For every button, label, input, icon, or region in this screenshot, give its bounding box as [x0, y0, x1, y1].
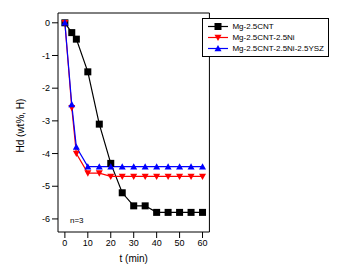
- svg-text:10: 10: [83, 238, 93, 248]
- svg-text:60: 60: [198, 238, 208, 248]
- svg-text:Hd (wt%, H): Hd (wt%, H): [15, 99, 26, 153]
- html-text:Mg-2.5CNT-2.5Ni-2.5YSZ: Mg-2.5CNT-2.5Ni-2.5YSZ: [232, 44, 324, 53]
- html-text:Mg-2.5CNT: Mg-2.5CNT: [232, 22, 274, 31]
- svg-text:50: 50: [175, 238, 185, 248]
- svg-text:-4: -4: [42, 149, 50, 159]
- html-text:Mg-2.5CNT-2.5Ni: Mg-2.5CNT-2.5Ni: [232, 33, 295, 42]
- svg-text:t (min): t (min): [120, 253, 148, 264]
- svg-text:-1: -1: [42, 51, 50, 61]
- svg-text:-6: -6: [42, 214, 50, 224]
- svg-text:20: 20: [106, 238, 116, 248]
- html-text:n=3: n=3: [70, 216, 84, 225]
- svg-text:30: 30: [129, 238, 139, 248]
- svg-text:-3: -3: [42, 116, 50, 126]
- svg-text:-2: -2: [42, 83, 50, 93]
- svg-text:40: 40: [152, 238, 162, 248]
- svg-text:0: 0: [62, 238, 67, 248]
- svg-text:-5: -5: [42, 181, 50, 191]
- svg-text:0: 0: [45, 18, 50, 28]
